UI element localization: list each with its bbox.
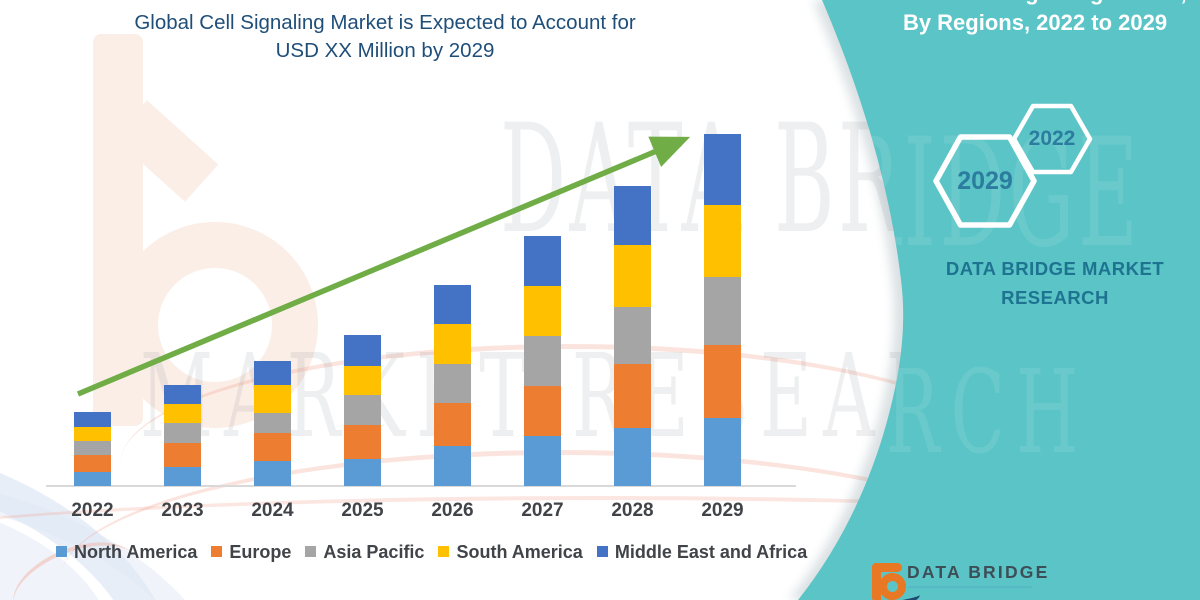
bar-segment-europe <box>344 425 381 459</box>
stacked-bar-2023 <box>164 385 201 486</box>
bar-segment-europe <box>254 433 291 461</box>
footer-logo: DATA BRIDGE <box>852 556 1072 600</box>
category-label-2023: 2023 <box>161 500 204 521</box>
legend-label: Asia Pacific <box>323 542 425 562</box>
bar-segment-asia-pacific <box>254 413 291 433</box>
bar-segment-north-america <box>614 428 651 486</box>
legend-label: Europe <box>229 542 292 562</box>
bar-segment-south-america <box>344 366 381 395</box>
bar-segment-north-america <box>344 459 381 486</box>
bar-segment-south-america <box>254 385 291 413</box>
side-panel-heading: Global Cell Signaling Market, By Regions… <box>870 0 1200 38</box>
hexagon-label-end-year: 2029 <box>957 167 1013 195</box>
category-label-2022: 2022 <box>71 500 114 521</box>
bar-segment-asia-pacific <box>434 364 471 403</box>
bar-segment-europe <box>434 403 471 446</box>
footer-logo-underline <box>908 586 1032 588</box>
legend: North America Europe Asia Pacific South Ame… <box>56 542 807 563</box>
side-panel-brand-line1: DATA BRIDGE MARKET <box>945 258 1165 279</box>
category-label-2028: 2028 <box>611 500 654 521</box>
side-panel-brand-line2: RESEARCH <box>1001 287 1109 308</box>
side-panel-heading-line2: By Regions, 2022 to 2029 <box>902 10 1168 35</box>
bar-segment-north-america <box>524 436 561 486</box>
legend-swatch <box>305 546 317 557</box>
category-label-2025: 2025 <box>341 500 384 521</box>
bar-segment-europe <box>614 364 651 428</box>
bar-segment-middle-east-and-africa <box>164 385 201 404</box>
bar-segment-asia-pacific <box>164 423 201 443</box>
side-panel-brand: DATA BRIDGE MARKET RESEARCH <box>925 254 1185 312</box>
bar-segment-asia-pacific <box>614 307 651 364</box>
side-panel-heading-line1-partial: Global Cell Signaling Market, <box>870 0 1200 8</box>
bar-segment-north-america <box>254 461 291 486</box>
stacked-bar-2028 <box>614 186 651 486</box>
bar-segment-south-america <box>524 286 561 336</box>
bar-segment-middle-east-and-africa <box>254 361 291 385</box>
stacked-bar-2027 <box>524 236 561 486</box>
bar-segment-north-america <box>74 472 111 486</box>
legend-swatch <box>596 546 608 557</box>
category-label-2027: 2027 <box>521 500 564 521</box>
legend-label: Middle East and Africa <box>614 542 808 562</box>
bar-segment-asia-pacific <box>524 336 561 386</box>
bar-segment-middle-east-and-africa <box>704 134 741 205</box>
bar-segment-south-america <box>164 404 201 423</box>
bar-segment-europe <box>704 345 741 418</box>
bar-segment-middle-east-and-africa <box>344 335 381 366</box>
hexagon-label-start-year: 2022 <box>1028 127 1076 150</box>
chart-title: Global Cell Signaling Market is Expected… <box>60 9 710 65</box>
bar-segment-south-america <box>614 245 651 307</box>
stacked-bar-2022 <box>74 412 111 486</box>
legend-item-asia-pacific: Asia Pacific <box>305 542 424 563</box>
bar-segment-asia-pacific <box>704 277 741 345</box>
legend-item-middle-east-and-africa: Middle East and Africa <box>596 542 808 563</box>
bar-segment-middle-east-and-africa <box>614 186 651 245</box>
category-label-2026: 2026 <box>431 500 474 521</box>
bar-segment-middle-east-and-africa <box>434 285 471 324</box>
bar-segment-middle-east-and-africa <box>74 412 111 427</box>
legend-swatch <box>211 546 223 557</box>
bar-segment-asia-pacific <box>344 395 381 425</box>
legend-label: North America <box>74 542 198 562</box>
bar-segment-south-america <box>74 427 111 441</box>
bar-segment-south-america <box>434 324 471 364</box>
bar-segment-asia-pacific <box>74 441 111 455</box>
bar-segment-middle-east-and-africa <box>524 236 561 286</box>
bar-segment-europe <box>164 443 201 467</box>
stacked-bar-2029 <box>704 134 741 486</box>
bar-segment-europe <box>74 455 111 472</box>
stacked-bar-2026 <box>434 285 471 486</box>
bar-segment-north-america <box>704 418 741 486</box>
chart-title-line2: USD XX Million by 2029 <box>275 39 495 62</box>
x-axis-line <box>46 485 796 487</box>
bar-segment-north-america <box>434 446 471 486</box>
legend-swatch <box>56 546 67 557</box>
stacked-bar-2025 <box>344 335 381 486</box>
legend-item-europe: Europe <box>211 542 291 563</box>
chart-title-line1: Global Cell Signaling Market is Expected… <box>134 11 636 34</box>
legend-item-south-america: South America <box>438 542 583 563</box>
category-label-2024: 2024 <box>251 500 294 521</box>
bar-segment-south-america <box>704 205 741 277</box>
legend-label: South America <box>456 542 583 562</box>
legend-item-north-america: North America <box>56 542 197 563</box>
category-label-2029: 2029 <box>701 500 744 521</box>
watermark-pink-arc <box>0 496 1200 600</box>
bar-segment-europe <box>524 386 561 436</box>
legend-swatch <box>438 546 450 557</box>
bar-segment-north-america <box>164 467 201 486</box>
footer-logo-brand-text: DATA BRIDGE <box>907 562 1050 582</box>
stacked-bar-2024 <box>254 361 291 486</box>
